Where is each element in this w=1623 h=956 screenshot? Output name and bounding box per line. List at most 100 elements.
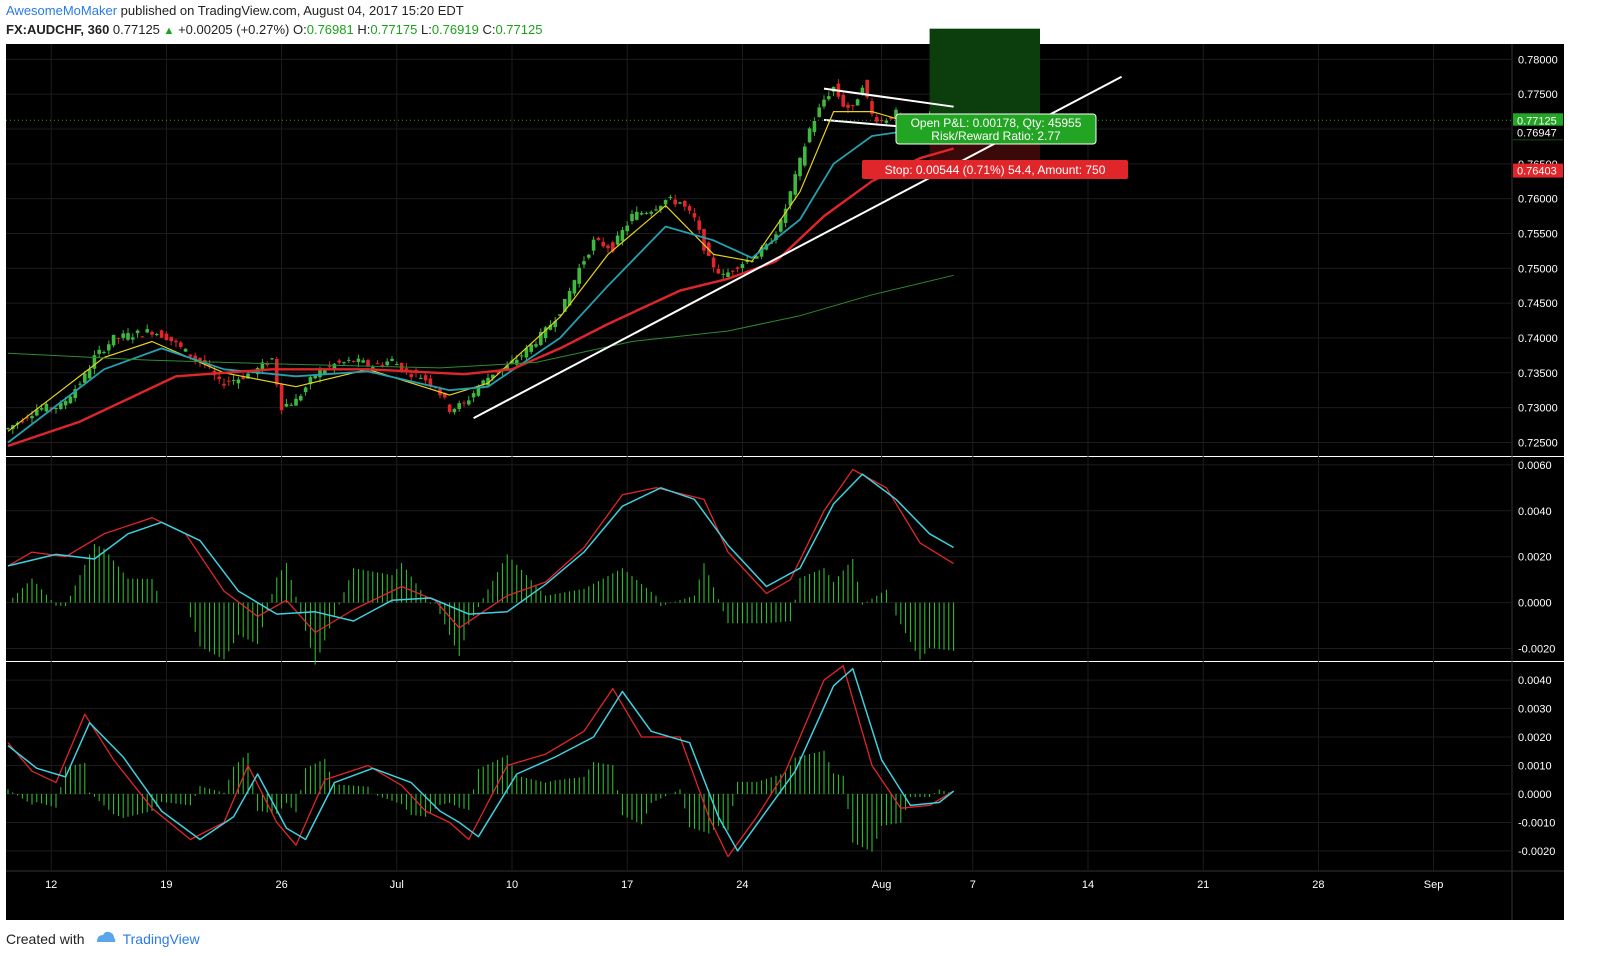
candle-body[interactable] <box>884 120 889 123</box>
candle-body[interactable] <box>457 403 461 409</box>
candle-body[interactable] <box>279 383 284 411</box>
candle-body[interactable] <box>683 200 687 207</box>
candle-body[interactable] <box>543 327 548 339</box>
candle-body[interactable] <box>49 407 53 409</box>
candle-body[interactable] <box>875 116 879 122</box>
candle-body[interactable] <box>337 360 341 363</box>
candle-body[interactable] <box>553 321 557 328</box>
candle-body[interactable] <box>529 344 533 352</box>
candle-body[interactable] <box>654 209 658 211</box>
candle-body[interactable] <box>716 268 721 274</box>
candle-body[interactable] <box>303 387 308 393</box>
candle-body[interactable] <box>241 377 245 380</box>
candle-body[interactable] <box>164 333 169 341</box>
candle-body[interactable] <box>313 374 317 379</box>
candle-body[interactable] <box>126 333 130 340</box>
candle-body[interactable] <box>140 336 145 338</box>
price-panel[interactable]: Open P&L: 0.00178, Qty: 45955Risk/Reward… <box>6 28 1512 448</box>
candle-body[interactable] <box>356 358 361 362</box>
candle-body[interactable] <box>188 354 193 357</box>
candle-body[interactable] <box>217 376 221 380</box>
candle-body[interactable] <box>615 235 620 245</box>
candle-body[interactable] <box>620 230 625 241</box>
candle-body[interactable] <box>678 202 682 204</box>
macd-line[interactable] <box>7 665 954 858</box>
candle-body[interactable] <box>481 380 485 385</box>
candle-body[interactable] <box>159 330 164 338</box>
candle-body[interactable] <box>803 146 807 166</box>
candle-body[interactable] <box>236 379 241 384</box>
candle-body[interactable] <box>759 247 764 257</box>
candle-body[interactable] <box>332 363 337 369</box>
candle-body[interactable] <box>476 386 481 396</box>
candle-body[interactable] <box>601 241 605 247</box>
candle-body[interactable] <box>841 94 845 107</box>
candle-body[interactable] <box>505 365 509 370</box>
candle-body[interactable] <box>774 234 778 240</box>
tradingview-link[interactable]: TradingView <box>122 930 200 947</box>
candle-body[interactable] <box>491 374 495 379</box>
candle-body[interactable] <box>423 375 428 381</box>
candle-body[interactable] <box>539 331 543 345</box>
candle-body[interactable] <box>390 358 394 361</box>
candle-body[interactable] <box>798 157 802 177</box>
candle-body[interactable] <box>371 367 375 369</box>
candle-body[interactable] <box>793 174 797 195</box>
ema_fast-line[interactable] <box>7 111 954 432</box>
candle-body[interactable] <box>294 398 298 406</box>
candle-body[interactable] <box>198 357 202 362</box>
candle-body[interactable] <box>39 408 44 410</box>
candle-body[interactable] <box>644 212 649 214</box>
candle-body[interactable] <box>639 213 644 215</box>
candle-body[interactable] <box>702 229 706 251</box>
candle-body[interactable] <box>231 380 236 382</box>
candle-body[interactable] <box>663 199 668 205</box>
candle-body[interactable] <box>486 377 490 386</box>
signal-line[interactable] <box>7 667 955 852</box>
candle-body[interactable] <box>131 337 135 340</box>
candle-body[interactable] <box>107 344 111 351</box>
candle-body[interactable] <box>145 329 149 333</box>
candle-body[interactable] <box>567 290 572 306</box>
candle-body[interactable] <box>308 377 313 385</box>
candle-body[interactable] <box>889 117 893 119</box>
candle-body[interactable] <box>351 360 356 362</box>
candle-body[interactable] <box>807 128 812 143</box>
candle-body[interactable] <box>692 213 697 218</box>
candle-body[interactable] <box>471 393 476 398</box>
candle-body[interactable] <box>779 219 783 232</box>
oscillator-panel[interactable] <box>7 665 955 858</box>
candle-body[interactable] <box>375 363 380 365</box>
candle-body[interactable] <box>92 355 97 369</box>
candle-body[interactable] <box>524 348 529 358</box>
candle-body[interactable] <box>515 359 519 365</box>
candle-body[interactable] <box>659 205 663 210</box>
candle-body[interactable] <box>102 352 106 354</box>
candle-body[interactable] <box>44 403 49 412</box>
candle-body[interactable] <box>447 404 452 413</box>
candle-body[interactable] <box>462 402 466 404</box>
candle-body[interactable] <box>179 342 183 347</box>
candle-body[interactable] <box>222 383 226 386</box>
candle-body[interactable] <box>827 96 831 100</box>
candle-body[interactable] <box>385 361 389 366</box>
author-link[interactable]: AwesomeMoMaker <box>6 3 118 18</box>
ema_mid-line[interactable] <box>7 126 954 444</box>
candle-body[interactable] <box>342 362 346 364</box>
candle-body[interactable] <box>227 380 231 382</box>
candle-body[interactable] <box>327 365 332 367</box>
candle-body[interactable] <box>404 368 409 370</box>
candle-body[interactable] <box>174 340 178 343</box>
candle-body[interactable] <box>270 358 274 360</box>
candle-body[interactable] <box>519 355 524 357</box>
candle-body[interactable] <box>193 355 197 360</box>
candle-body[interactable] <box>611 242 615 252</box>
candle-body[interactable] <box>596 237 601 240</box>
candle-body[interactable] <box>30 416 34 419</box>
macd-panel[interactable] <box>7 468 955 665</box>
candle-body[interactable] <box>817 107 821 117</box>
candle-body[interactable] <box>467 400 471 405</box>
candle-body[interactable] <box>83 373 87 383</box>
candle-body[interactable] <box>246 373 250 379</box>
candle-body[interactable] <box>35 409 39 416</box>
